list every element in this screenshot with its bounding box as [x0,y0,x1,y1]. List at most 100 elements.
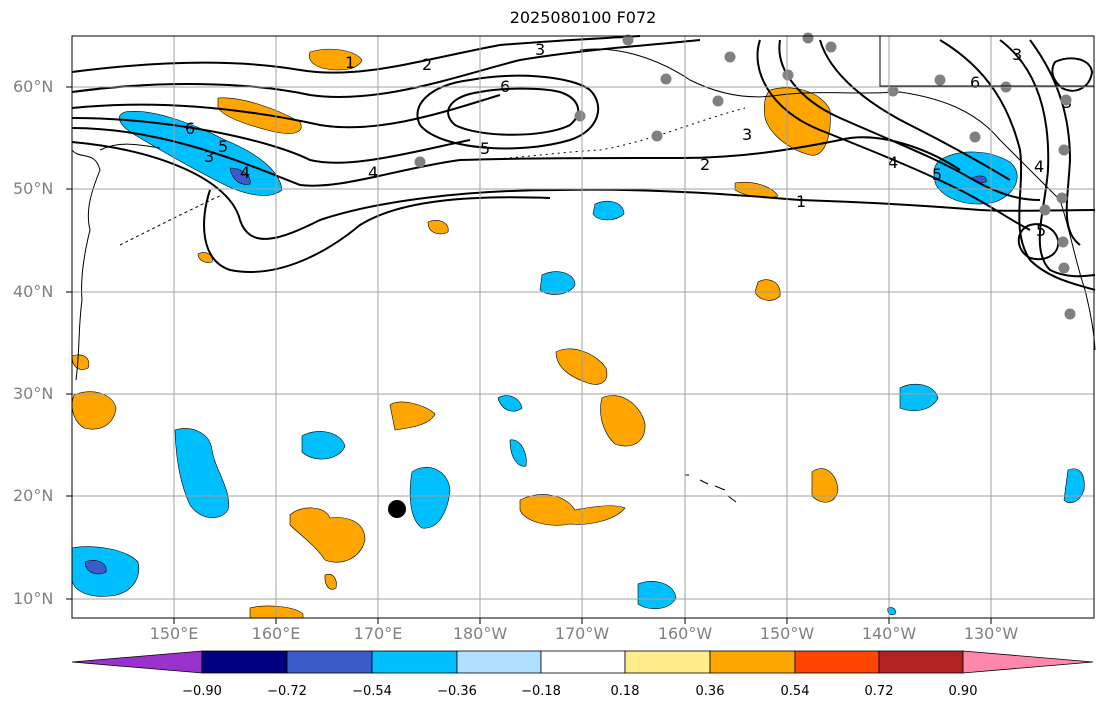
contour-label: 6 [185,119,195,138]
kuril-islands [119,194,223,246]
contour-line [1051,57,1094,92]
lon-label: 150°E [149,624,199,643]
colorbar-tick-label: −0.72 [267,684,307,699]
colorbar-cell [371,650,458,674]
station-dot [887,85,899,97]
contour-label: 5 [218,137,228,156]
station-dot [660,73,672,85]
purple-region [84,560,107,575]
orange-region [734,181,779,198]
station-dot [1057,236,1069,248]
map-frame [71,35,1095,619]
orange-region [217,97,302,134]
contour-line [1029,39,1081,246]
contour-line [71,127,961,187]
colorbar-cell [709,650,796,674]
lon-label: 130°W [963,624,1019,643]
colorbar-tick-label: −0.90 [182,684,222,699]
blue-region [1063,468,1085,503]
blue-region [174,428,229,518]
colorbar-cell [201,650,288,674]
contour-line [939,39,1096,291]
lon-label: 140°W [861,624,917,643]
lon-label: 160°W [657,624,713,643]
station-dot [622,34,634,46]
contour-line [447,87,580,136]
colorbar [71,650,1094,674]
contour-line [1017,223,1060,260]
contour-label: 2 [700,155,710,174]
inset-box [879,35,1095,87]
purple-region [229,167,251,185]
orange-region [289,507,366,563]
station-dot [934,74,946,86]
orange-region [71,391,117,430]
colorbar-cell [286,650,373,674]
colorbar-tick-label: −0.36 [437,684,477,699]
blue-region [899,383,939,411]
contour-label: 3 [742,125,752,144]
lat-label: 20°N [13,486,54,505]
contour-label: 4 [368,163,378,182]
orange-region [389,401,436,431]
colorbar-tick-label: −0.18 [521,684,561,699]
axis-ticks [66,86,992,624]
contour-line [203,189,551,273]
orange-region [811,468,839,503]
station-dot [1039,204,1051,216]
contour-line [778,39,1041,201]
contour-label: 3 [1012,45,1022,64]
contour-label: 4 [240,163,250,182]
blue-region [497,395,523,412]
contour-label: 5 [1036,221,1046,240]
station-dot [969,131,981,143]
blue-region [509,439,527,467]
orange-region [754,279,781,301]
colorbar-cell [794,650,880,674]
contour-line [999,39,1096,278]
storm-center-marker [388,500,406,518]
blue-region [539,271,576,295]
contour-label: 2 [422,55,432,74]
contour-label: 1 [796,192,806,211]
blue-region [301,431,346,460]
lat-label: 60°N [13,77,54,96]
colorbar-cell [878,650,964,674]
contour-line [71,141,1096,240]
lon-label: 160°E [251,624,301,643]
orange-region [555,348,608,385]
contour-line [416,74,600,150]
colorbar-cell [456,650,542,674]
contour-label: 1 [345,53,355,72]
filled-regions [71,48,1085,619]
lat-label: 30°N [13,384,54,403]
contour-label: 3 [535,40,545,59]
station-dot [802,32,814,44]
colorbar-tick-label: 0.36 [695,684,725,699]
station-dot [724,51,736,63]
contour-label: 4 [888,153,898,172]
contour-line [71,117,471,164]
contour-label: 3 [204,147,214,166]
lat-label: 40°N [13,282,54,301]
colorbar-tick-label: 0.18 [610,684,640,699]
contour-label: 5 [932,165,942,184]
contour-line [819,39,1011,181]
colorbar-extend-high [962,650,1094,674]
colorbar-tick-label: 0.54 [780,684,810,699]
alaska-coast [579,48,1061,201]
colorbar-tick-label: −0.54 [352,684,392,699]
colorbar-extend-low [71,650,203,674]
contour-lines [71,35,1096,291]
station-dot [712,95,724,107]
contour-label: 4 [1034,157,1044,176]
lat-label: 50°N [13,179,54,198]
kamchatka-coast [99,143,161,151]
blue-region [637,581,677,610]
station-dot [825,41,837,53]
orange-region [309,48,363,71]
station-dot [1060,94,1072,106]
contour-label: 6 [970,73,980,92]
station-dot [1064,308,1076,320]
